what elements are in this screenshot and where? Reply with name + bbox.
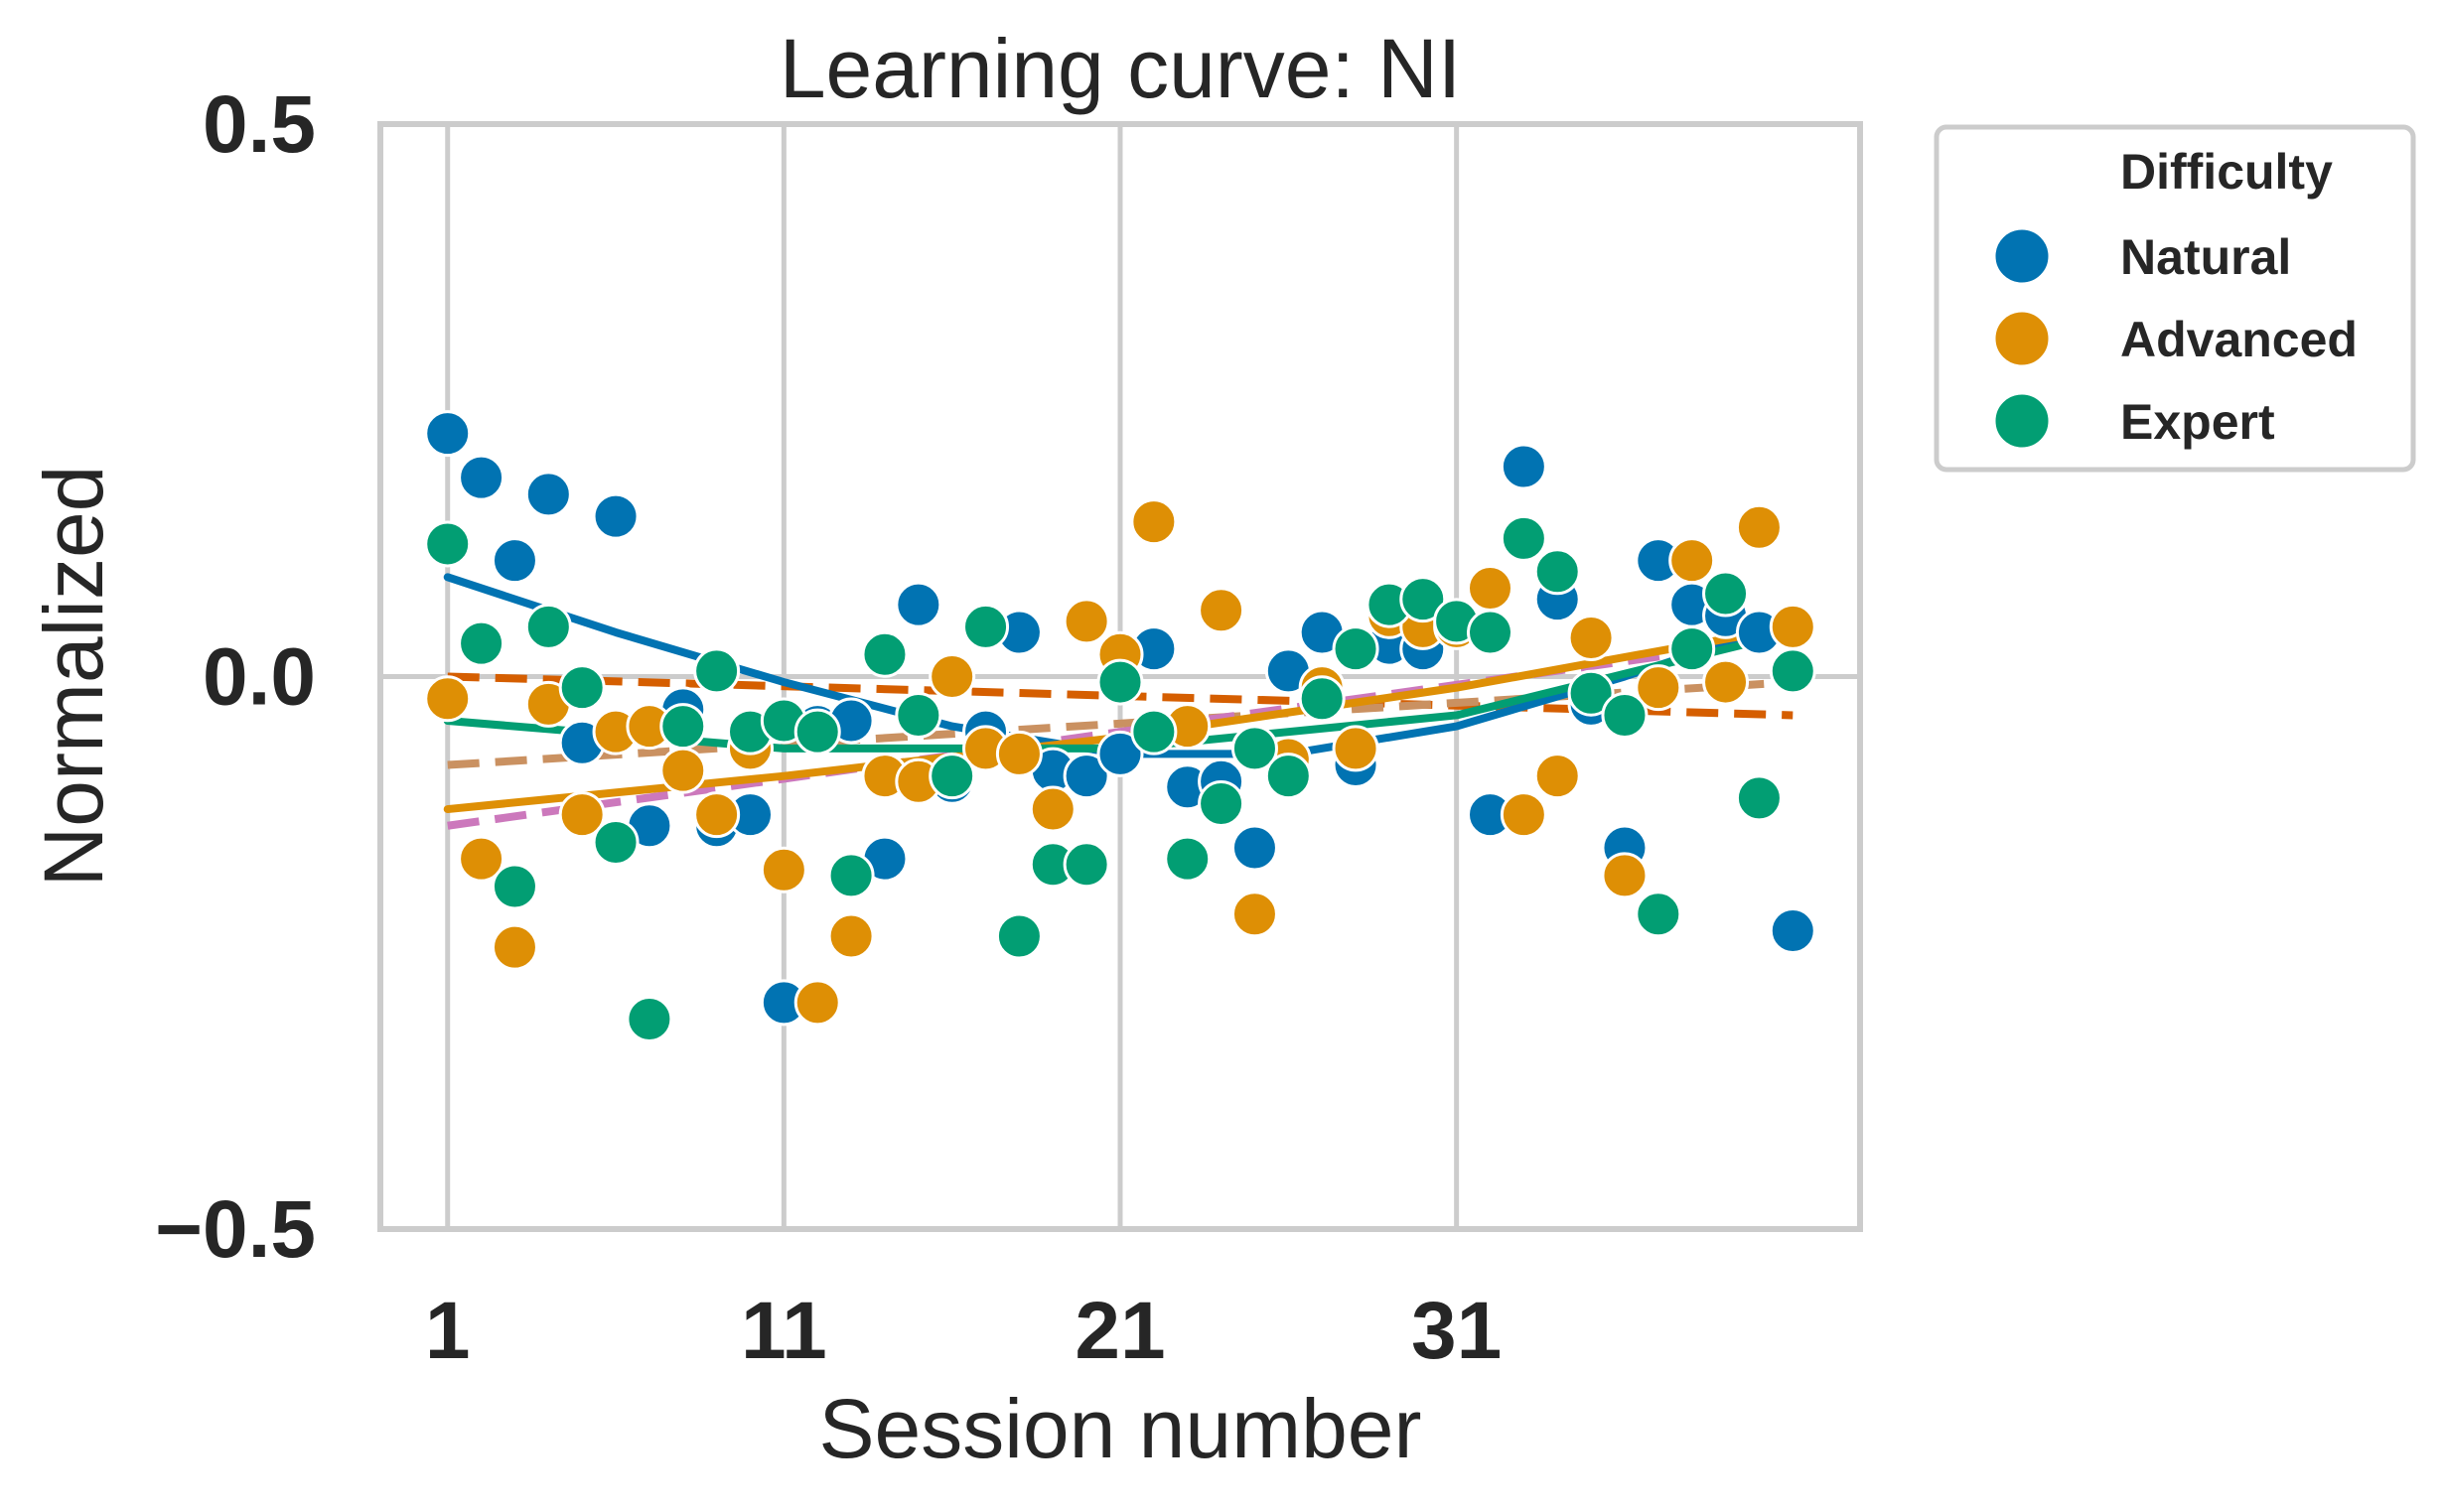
point-advanced <box>558 791 606 839</box>
point-advanced <box>1230 891 1278 938</box>
point-expert <box>827 852 875 899</box>
legend-title: Difficulty <box>2120 144 2333 200</box>
point-expert <box>895 691 942 739</box>
point-expert <box>1533 548 1581 596</box>
point-natural <box>1230 824 1278 872</box>
legend-label-advanced: Advanced <box>2120 312 2358 367</box>
point-advanced <box>1332 725 1379 772</box>
point-expert <box>1500 514 1547 562</box>
point-advanced <box>760 846 807 893</box>
legend-box <box>1934 124 2416 473</box>
point-expert <box>1063 841 1110 889</box>
legend-marker-natural <box>1992 226 2052 286</box>
tick-labels: 1 11 21 310.50.0−0.5 <box>155 79 1502 1376</box>
point-natural <box>524 471 572 518</box>
point-advanced <box>1500 791 1547 839</box>
point-expert <box>659 703 707 751</box>
point-advanced <box>793 979 841 1027</box>
legend-marker-advanced <box>1992 309 2052 368</box>
point-expert <box>962 603 1010 650</box>
point-expert <box>424 520 472 568</box>
point-advanced <box>1635 664 1682 712</box>
point-expert <box>1668 625 1716 673</box>
x-tick-label: 1 <box>425 1286 471 1376</box>
point-advanced <box>659 747 707 794</box>
legend: Difficulty Natural Advanced Expert <box>1934 124 2416 473</box>
point-advanced <box>1029 785 1077 833</box>
point-natural <box>1063 753 1110 800</box>
point-advanced <box>458 835 505 883</box>
point-expert <box>1702 570 1750 618</box>
point-expert <box>1198 779 1245 827</box>
point-advanced <box>1130 498 1178 546</box>
point-expert <box>1735 774 1783 822</box>
point-expert <box>929 753 976 800</box>
point-expert <box>1164 835 1212 883</box>
point-expert <box>1230 725 1278 772</box>
point-expert <box>491 863 538 910</box>
point-expert <box>524 603 572 650</box>
point-advanced <box>693 791 741 839</box>
point-expert <box>458 619 505 667</box>
point-natural <box>491 537 538 585</box>
point-expert <box>1332 625 1379 673</box>
y-tick-label: 0.0 <box>203 632 316 723</box>
y-tick-label: −0.5 <box>155 1184 316 1275</box>
point-advanced <box>1769 603 1816 650</box>
point-expert <box>1264 753 1312 800</box>
point-expert <box>592 818 640 866</box>
point-advanced <box>1702 658 1750 706</box>
point-expert <box>1298 675 1346 723</box>
point-natural <box>592 492 640 540</box>
point-natural <box>1769 906 1816 954</box>
point-expert <box>1096 658 1144 706</box>
point-natural <box>895 581 942 628</box>
point-expert <box>1601 691 1649 739</box>
legend-marker-expert <box>1992 391 2052 451</box>
point-expert <box>626 996 673 1043</box>
point-advanced <box>1467 564 1513 612</box>
point-advanced <box>929 653 976 700</box>
y-axis-label: Normalized <box>27 466 120 888</box>
point-natural <box>1096 730 1144 777</box>
point-advanced <box>1063 598 1110 645</box>
point-natural <box>424 410 472 458</box>
point-expert <box>1769 647 1816 695</box>
point-expert <box>1399 576 1447 623</box>
point-advanced <box>1533 753 1581 800</box>
point-expert <box>1130 708 1178 756</box>
x-tick-label: 31 <box>1411 1286 1502 1376</box>
y-tick-label: 0.5 <box>203 79 316 170</box>
point-advanced <box>1567 615 1615 662</box>
point-natural <box>458 454 505 501</box>
legend-label-expert: Expert <box>2120 394 2275 450</box>
point-advanced <box>424 675 472 723</box>
point-expert <box>995 912 1043 960</box>
point-advanced <box>827 912 875 960</box>
x-tick-label: 21 <box>1075 1286 1165 1376</box>
legend-label-natural: Natural <box>2120 229 2291 285</box>
point-advanced <box>995 730 1043 777</box>
point-expert <box>558 664 606 712</box>
point-expert <box>793 708 841 756</box>
point-advanced <box>1601 852 1649 899</box>
point-advanced <box>1198 587 1245 634</box>
point-expert <box>1567 669 1615 717</box>
point-advanced <box>1735 503 1783 551</box>
point-advanced <box>491 923 538 971</box>
point-natural <box>1500 443 1547 490</box>
x-tick-label: 11 <box>741 1286 827 1376</box>
point-expert <box>1635 891 1682 938</box>
point-expert <box>861 630 909 678</box>
point-expert <box>693 647 741 695</box>
x-axis-label: Session number <box>819 1382 1422 1475</box>
chart-title: Learning curve: NI <box>780 22 1461 115</box>
data-points <box>424 410 1816 1043</box>
point-expert <box>1467 609 1513 656</box>
point-advanced <box>1668 537 1716 585</box>
